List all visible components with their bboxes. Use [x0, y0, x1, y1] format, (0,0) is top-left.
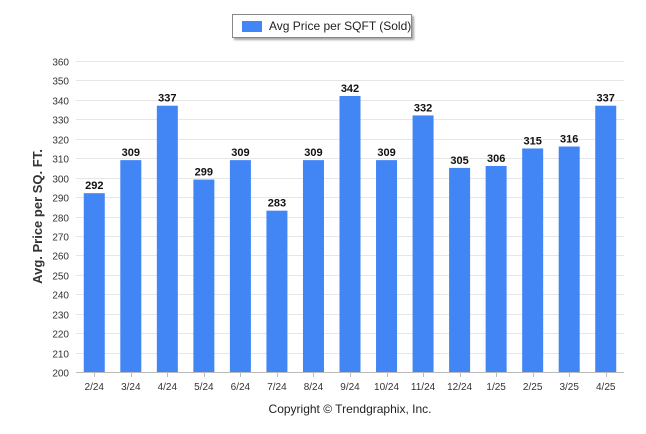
- bar: [412, 115, 434, 373]
- y-tick-label: 210: [52, 350, 69, 361]
- data-label: 309: [122, 147, 140, 159]
- x-tick-label: 5/24: [194, 382, 214, 393]
- bar: [266, 210, 288, 372]
- bar: [156, 105, 178, 373]
- x-tick-label: 11/24: [411, 382, 436, 393]
- bar: [595, 105, 617, 373]
- data-label: 306: [487, 153, 505, 165]
- legend-swatch: [242, 21, 262, 32]
- x-tick-label: 3/24: [121, 382, 141, 393]
- y-tick-label: 240: [52, 291, 69, 302]
- y-tick-label: 220: [52, 330, 69, 341]
- data-label: 337: [597, 93, 615, 105]
- data-label: 332: [414, 102, 432, 114]
- x-tick-label: 12/24: [447, 382, 472, 393]
- bar: [339, 95, 361, 373]
- data-label: 309: [304, 147, 322, 159]
- y-tick-label: 250: [52, 272, 69, 283]
- bar: [485, 165, 507, 372]
- bar: [376, 160, 398, 372]
- data-label: 299: [195, 167, 213, 179]
- bar: [302, 160, 324, 372]
- x-tick-label: 3/25: [559, 382, 579, 393]
- x-tick-label: 9/24: [340, 382, 360, 393]
- x-tick-label: 4/24: [158, 382, 178, 393]
- x-tick-label: 10/24: [374, 382, 399, 393]
- data-label: 309: [231, 147, 249, 159]
- y-tick-label: 260: [52, 252, 69, 263]
- data-label: 337: [158, 93, 176, 105]
- x-tick-label: 2/25: [523, 382, 543, 393]
- data-label: 315: [523, 135, 541, 147]
- y-tick-label: 360: [52, 58, 69, 69]
- x-tick-label: 7/24: [267, 382, 287, 393]
- y-tick-label: 300: [52, 175, 69, 186]
- bar: [83, 193, 105, 372]
- x-tick-label: 1/25: [486, 382, 506, 393]
- data-label: 283: [268, 198, 286, 210]
- x-tick-label: 8/24: [304, 382, 324, 393]
- legend-label: Avg Price per SQFT (Sold): [269, 19, 412, 33]
- bar: [229, 160, 251, 372]
- bar: [193, 179, 215, 372]
- y-tick-label: 230: [52, 311, 69, 322]
- data-label: 309: [377, 147, 395, 159]
- copyright-text: Copyright © Trendgraphix, Inc.: [268, 402, 432, 416]
- y-tick-label: 340: [52, 97, 69, 108]
- y-tick-label: 330: [52, 116, 69, 127]
- y-tick-label: 290: [52, 194, 69, 205]
- bar: [522, 148, 544, 372]
- legend: Avg Price per SQFT (Sold): [232, 14, 412, 38]
- y-tick-label: 280: [52, 214, 69, 225]
- data-label: 305: [450, 155, 468, 167]
- y-tick-label: 350: [52, 77, 69, 88]
- x-tick-label: 2/24: [85, 382, 105, 393]
- data-label: 316: [560, 134, 578, 146]
- data-label: 342: [341, 83, 359, 95]
- x-tick-label: 4/25: [596, 382, 616, 393]
- y-tick-label: 270: [52, 233, 69, 244]
- y-tick-label: 200: [52, 369, 69, 380]
- data-label: 292: [85, 180, 103, 192]
- y-axis-title: Avg. Price per SQ. FT.: [30, 149, 45, 284]
- bar: [120, 160, 142, 372]
- bar: [449, 167, 471, 372]
- y-tick-label: 320: [52, 136, 69, 147]
- x-tick-label: 6/24: [231, 382, 251, 393]
- y-tick-label: 310: [52, 155, 69, 166]
- bar: [558, 146, 580, 372]
